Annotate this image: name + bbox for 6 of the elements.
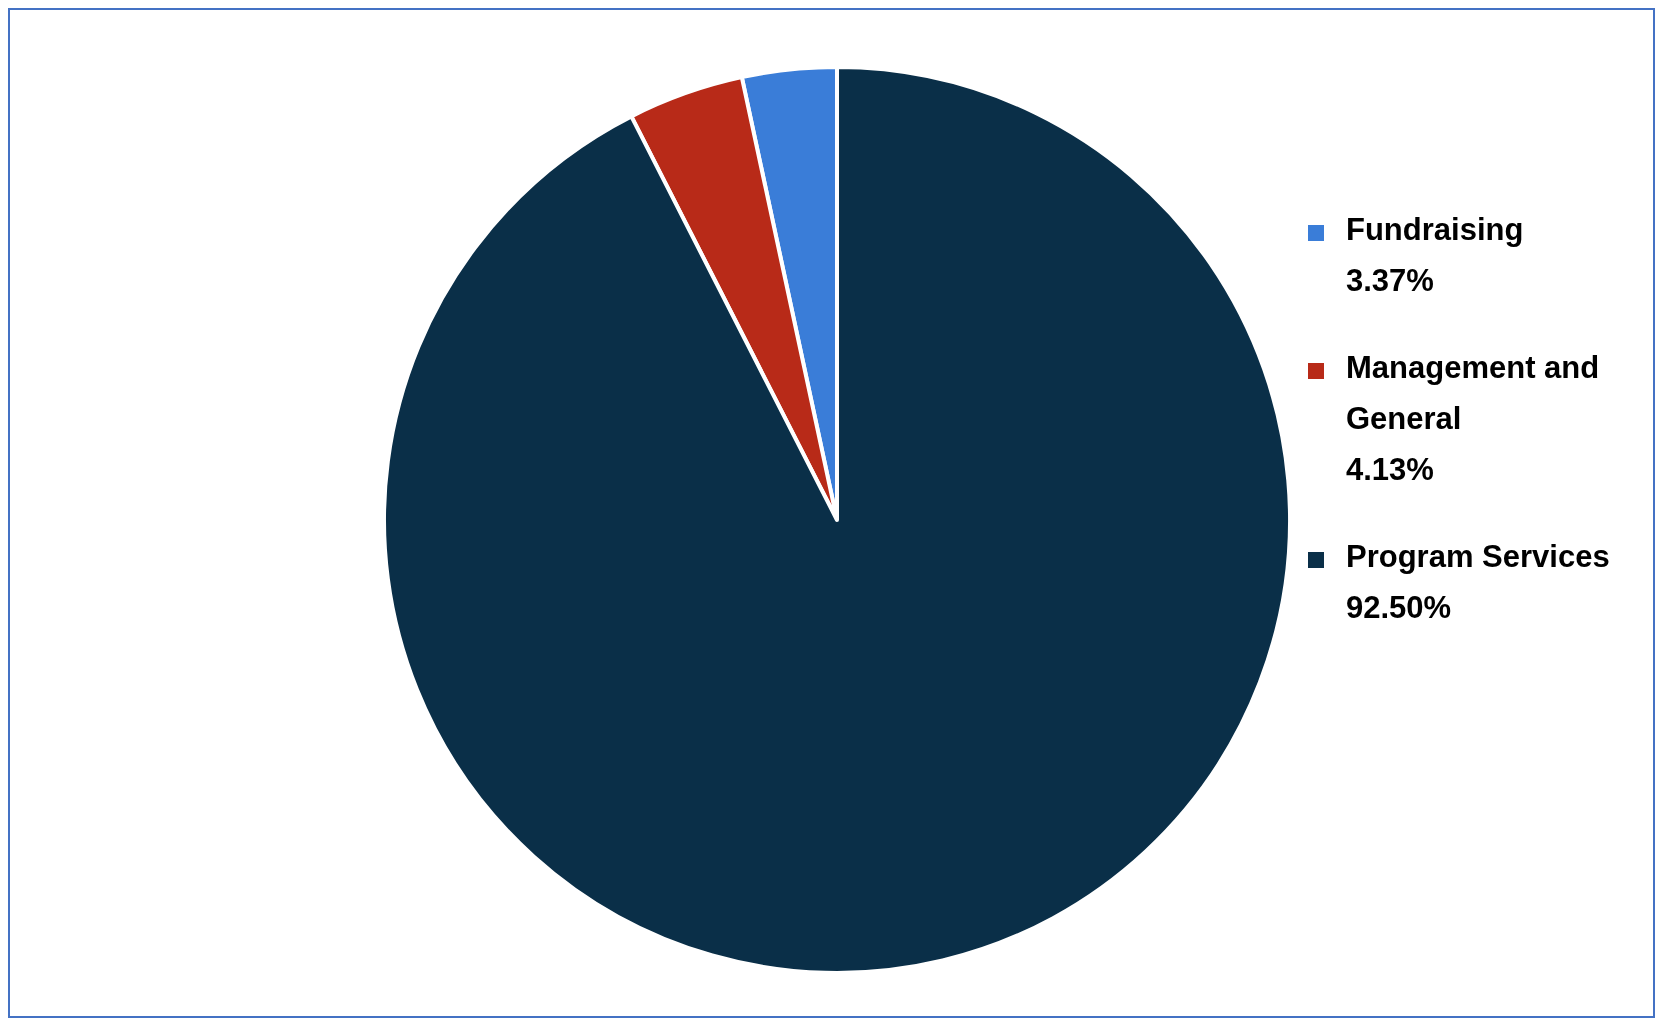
data-label: 4.13% — [1346, 452, 1434, 487]
data-label: 92.50% — [1346, 590, 1452, 625]
legend-label: Program Services — [1346, 539, 1610, 574]
legend-label: Management and General — [1346, 350, 1600, 436]
data-label: 3.37% — [1346, 263, 1434, 298]
legend-label: Fundraising — [1346, 212, 1524, 247]
